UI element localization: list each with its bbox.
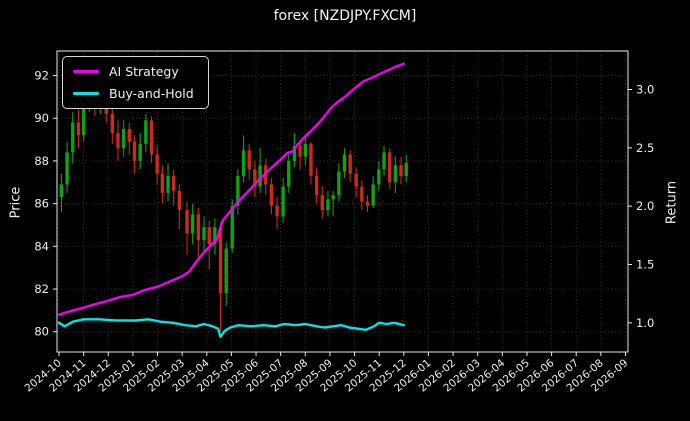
legend-label-buy-and-hold: Buy-and-Hold: [109, 86, 194, 101]
svg-text:86: 86: [34, 197, 49, 211]
svg-text:3.0: 3.0: [636, 83, 654, 97]
legend-item-buy-and-hold: Buy-and-Hold: [73, 86, 194, 101]
legend-label-ai-strategy: AI Strategy: [109, 64, 179, 79]
svg-text:90: 90: [34, 111, 49, 125]
buy-and-hold-line-swatch: [73, 92, 99, 95]
svg-text:1.5: 1.5: [636, 258, 654, 272]
chart-title: forex [NZDJPY.FXCM]: [273, 8, 417, 24]
svg-text:2.5: 2.5: [636, 141, 654, 155]
svg-text:82: 82: [34, 282, 49, 296]
svg-text:2.0: 2.0: [636, 199, 654, 213]
ai-strategy-line-swatch: [73, 70, 99, 73]
legend: AI Strategy Buy-and-Hold: [62, 56, 209, 109]
svg-text:1.0: 1.0: [636, 316, 654, 330]
svg-text:80: 80: [34, 325, 49, 339]
svg-text:88: 88: [34, 154, 49, 168]
svg-text:92: 92: [34, 69, 49, 83]
svg-text:84: 84: [34, 239, 49, 253]
legend-item-ai-strategy: AI Strategy: [73, 64, 194, 79]
